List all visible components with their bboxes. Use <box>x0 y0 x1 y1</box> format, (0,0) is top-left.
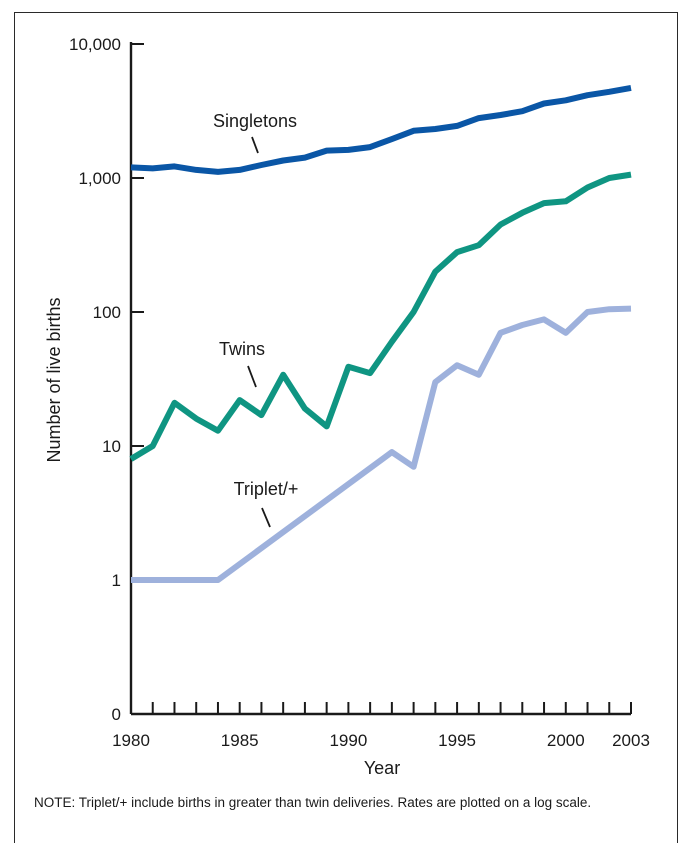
y-tick-label: 0 <box>112 705 121 724</box>
x-tick-label: 1995 <box>438 731 476 750</box>
chart-note: NOTE: Triplet/+ include births in greate… <box>34 795 592 810</box>
series-line-twins <box>129 171 632 462</box>
x-tick-label: 2000 <box>547 731 585 750</box>
y-tick-label: 10 <box>102 437 121 456</box>
y-axis-title: Number of live births <box>44 297 64 462</box>
series-label-leader <box>261 507 271 528</box>
y-tick-label: 1,000 <box>78 169 121 188</box>
x-tick-label: 1990 <box>329 731 367 750</box>
chart-series-labels: Singletons Twins Triplet/+ <box>213 111 299 528</box>
x-tick-label: 1980 <box>112 731 150 750</box>
y-tick-label: 1 <box>112 571 121 590</box>
series-label-singletons: Singletons <box>213 111 297 131</box>
series-line-triplet <box>131 305 632 583</box>
x-tick-label: 1985 <box>221 731 259 750</box>
series-label-leader <box>247 365 257 388</box>
chart-series <box>129 84 632 583</box>
x-tick-label: 2003 <box>612 731 650 750</box>
chart-frame <box>14 12 678 843</box>
series-line-singletons <box>130 84 632 175</box>
y-tick-label: 10,000 <box>69 35 121 54</box>
series-label-leader <box>251 136 259 154</box>
x-axis-title: Year <box>364 758 400 778</box>
y-tick-label: 100 <box>93 303 121 322</box>
series-label-twins: Twins <box>219 339 265 359</box>
series-label-triplet: Triplet/+ <box>234 479 299 499</box>
chart-axes: 0 1 10 100 1,000 10,000 1980 1985 1990 1995 2000 20… <box>69 35 650 750</box>
